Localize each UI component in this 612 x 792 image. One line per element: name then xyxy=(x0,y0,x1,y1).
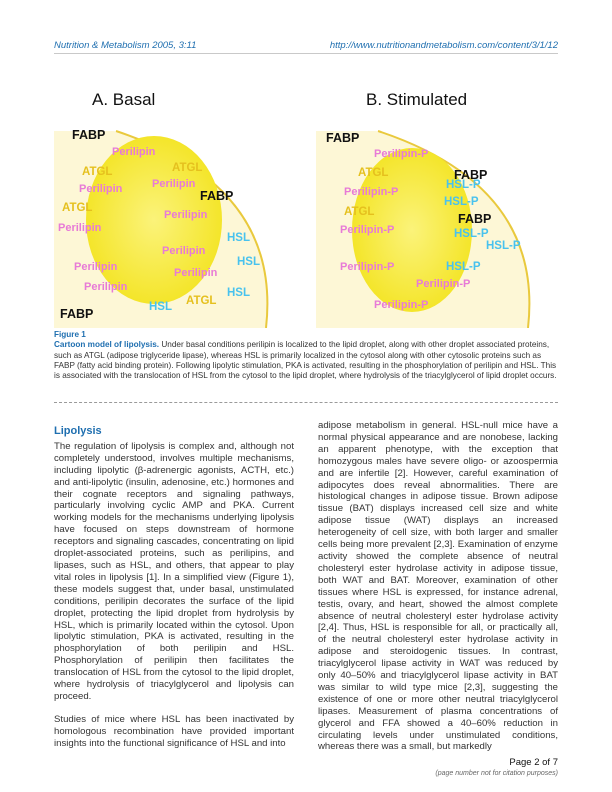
label-hsl-p: HSL-P xyxy=(486,240,521,252)
label-fabp: FABP xyxy=(200,189,234,203)
figure-caption: Figure 1 Cartoon model of lipolysis. Und… xyxy=(54,330,558,381)
label-perilipin-p: Perilipin-P xyxy=(340,261,395,273)
label-perilipin: Perilipin xyxy=(79,183,123,195)
label-hsl: HSL xyxy=(149,301,172,313)
label-hsl-p: HSL-P xyxy=(446,179,481,191)
label-perilipin: Perilipin xyxy=(174,267,218,279)
lipid-droplet xyxy=(86,136,222,304)
section-heading: Lipolysis xyxy=(54,425,102,437)
lipid-droplet xyxy=(352,148,472,312)
label-fabp: FABP xyxy=(454,168,488,182)
caption-title: Cartoon model of lipolysis. xyxy=(54,340,160,350)
label-perilipin: Perilipin xyxy=(58,222,102,234)
label-atgl: ATGL xyxy=(186,295,217,307)
paragraph: adipose metabolism in general. HSL-null … xyxy=(318,420,558,753)
header-rule xyxy=(54,53,558,54)
article-url-link[interactable]: http://www.nutritionandmetabolism.com/co… xyxy=(329,40,558,51)
body-column-left: Lipolysis The regulation of lipolysis is… xyxy=(54,420,294,761)
page-number-note: (page number not for citation purposes) xyxy=(435,770,558,777)
label-fabp: FABP xyxy=(72,128,106,142)
label-atgl: ATGL xyxy=(82,166,113,178)
figure-1: A. Basal FABP Perilipin ATGL ATGL Perili… xyxy=(54,76,558,328)
label-perilipin: Perilipin xyxy=(74,261,118,273)
paragraph: Studies of mice where HSL has been inact… xyxy=(54,713,294,749)
label-perilipin-p: Perilipin-P xyxy=(344,186,399,198)
paragraph: The regulation of lipolysis is complex a… xyxy=(54,440,294,702)
caption-text: Under basal conditions perilipin is loca… xyxy=(54,340,557,380)
label-perilipin-p: Perilipin-P xyxy=(416,278,471,290)
plasma-membrane xyxy=(377,130,531,328)
label-hsl: HSL xyxy=(237,256,260,268)
label-fabp: FABP xyxy=(458,212,492,226)
panel-title-basal: A. Basal xyxy=(92,90,156,109)
panel-stimulated: B. Stimulated FABP Perilipin-P ATGL FABP… xyxy=(316,76,556,328)
label-perilipin: Perilipin xyxy=(84,281,128,293)
label-atgl: ATGL xyxy=(358,167,389,179)
label-perilipin-p: Perilipin-P xyxy=(374,148,429,160)
label-hsl: HSL xyxy=(227,287,250,299)
label-atgl: ATGL xyxy=(344,206,375,218)
label-atgl: ATGL xyxy=(62,202,93,214)
label-perilipin: Perilipin xyxy=(162,245,206,257)
label-hsl: HSL xyxy=(227,232,250,244)
caption-divider xyxy=(54,402,558,403)
label-perilipin: Perilipin xyxy=(164,209,208,221)
label-hsl-p: HSL-P xyxy=(454,228,489,240)
label-perilipin-p: Perilipin-P xyxy=(374,299,429,311)
label-hsl-p: HSL-P xyxy=(444,196,479,208)
panel-basal: A. Basal FABP Perilipin ATGL ATGL Perili… xyxy=(54,76,294,328)
cell-diagram-basal xyxy=(54,130,269,328)
page-number: Page 2 of 7 xyxy=(509,757,558,768)
label-fabp: FABP xyxy=(326,131,360,145)
body-column-right: adipose metabolism in general. HSL-null … xyxy=(318,420,558,764)
label-atgl: ATGL xyxy=(172,162,203,174)
cell-diagram-stimulated xyxy=(316,130,531,328)
label-perilipin: Perilipin xyxy=(152,178,196,190)
label-hsl-p: HSL-P xyxy=(446,261,481,273)
panel-title-stimulated: B. Stimulated xyxy=(366,90,468,109)
figure-label: Figure 1 xyxy=(54,330,86,339)
label-perilipin: Perilipin xyxy=(112,146,156,158)
label-fabp: FABP xyxy=(60,307,94,321)
label-perilipin-p: Perilipin-P xyxy=(340,224,395,236)
journal-header: Nutrition & Metabolism 2005, 3:11 xyxy=(54,40,197,51)
